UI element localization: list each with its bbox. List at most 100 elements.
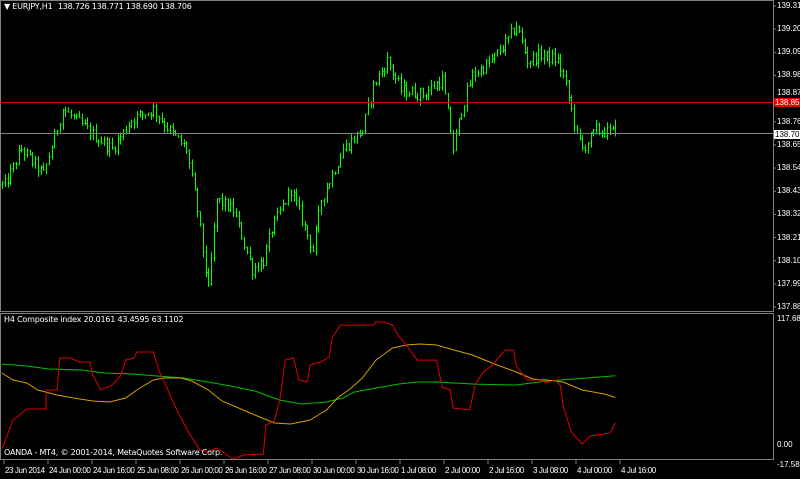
price-bar xyxy=(37,156,40,178)
price-bar xyxy=(254,263,257,279)
price-bar xyxy=(532,50,535,67)
price-bar xyxy=(306,224,309,240)
price-bar xyxy=(265,244,268,267)
price-bar xyxy=(510,23,513,39)
price-bar xyxy=(488,55,491,68)
price-bar xyxy=(194,172,197,191)
time-tick-label: 1 Jul 08:00 xyxy=(401,466,436,475)
alert-line-label: 138.856 xyxy=(774,97,800,107)
price-bar xyxy=(257,261,260,273)
price-bar xyxy=(114,146,117,155)
price-bar xyxy=(279,206,282,215)
price-bar xyxy=(581,134,584,151)
price-bar xyxy=(576,125,579,135)
price-tick-label: 138.980 xyxy=(777,70,800,80)
price-bar xyxy=(199,210,202,227)
price-bar xyxy=(427,85,430,101)
price-bar xyxy=(422,87,425,99)
price-bar xyxy=(590,131,593,148)
price-bar xyxy=(169,124,172,134)
price-bar xyxy=(133,117,136,130)
price-bar xyxy=(67,107,70,113)
indicator-panel-frame xyxy=(0,313,774,460)
price-bar xyxy=(205,245,208,278)
price-bar xyxy=(515,21,518,37)
price-bar xyxy=(507,36,510,44)
price-bar xyxy=(163,118,166,133)
price-bar xyxy=(342,143,345,159)
price-bar xyxy=(587,141,590,154)
price-bar xyxy=(276,207,279,222)
price-bar xyxy=(535,52,538,67)
price-bar xyxy=(345,139,348,152)
price-bar xyxy=(251,257,254,280)
price-bar xyxy=(293,189,296,202)
price-bar xyxy=(521,27,524,44)
price-bar xyxy=(213,222,216,262)
price-bar xyxy=(246,246,249,255)
price-bar xyxy=(290,189,293,202)
price-bar xyxy=(70,109,73,119)
price-panel-frame xyxy=(0,0,774,312)
price-bar xyxy=(262,257,265,270)
price-tick-label: 138.430 xyxy=(777,186,800,196)
price-bar xyxy=(216,198,219,232)
price-bar xyxy=(304,221,307,231)
price-bar xyxy=(273,215,276,236)
price-bar xyxy=(383,67,386,78)
price-bar xyxy=(540,45,543,62)
composite-index-lines xyxy=(1,321,616,460)
time-tick-label: 24 Jun 00:00 xyxy=(49,466,91,475)
ohlc-values: 138.726 138.771 138.690 138.706 xyxy=(57,2,192,11)
price-tick-label: 138.320 xyxy=(777,209,800,219)
price-bar xyxy=(386,51,389,74)
price-bar xyxy=(155,103,158,123)
price-bar xyxy=(320,199,323,215)
composite-green-line xyxy=(1,363,616,405)
price-bar xyxy=(337,165,340,175)
price-bar xyxy=(34,155,37,169)
price-bar xyxy=(183,139,186,148)
price-bar xyxy=(106,136,109,156)
price-bar xyxy=(268,228,271,252)
price-tick-label: 138.100 xyxy=(777,255,800,265)
price-bar xyxy=(78,111,81,119)
price-bar xyxy=(570,94,573,112)
price-bar xyxy=(119,132,122,145)
price-bar xyxy=(504,33,507,56)
price-bar xyxy=(438,76,441,91)
price-bar xyxy=(191,159,194,177)
price-bar xyxy=(372,80,375,109)
time-tick-label: 2 Jul 00:00 xyxy=(445,466,480,475)
price-bar xyxy=(260,257,263,272)
price-tick-label: 138.760 xyxy=(777,116,800,126)
price-tick-label: 137.880 xyxy=(777,302,800,311)
price-bar xyxy=(29,149,32,156)
price-bar xyxy=(441,70,444,91)
price-bar xyxy=(568,79,571,105)
price-bar xyxy=(147,112,150,116)
price-bar xyxy=(411,86,414,95)
price-bar xyxy=(139,109,142,118)
price-bar xyxy=(573,104,576,133)
time-tick-label: 25 Jun 08:00 xyxy=(137,466,179,475)
collapse-triangle-icon[interactable]: ▼ xyxy=(4,2,10,11)
price-bar xyxy=(180,133,183,146)
price-bar xyxy=(502,44,505,54)
price-bar xyxy=(328,182,331,189)
price-bar xyxy=(551,49,554,65)
price-bar xyxy=(455,128,458,152)
price-bar xyxy=(45,163,48,175)
time-tick-label: 27 Jun 08:00 xyxy=(269,466,311,475)
price-bar xyxy=(62,108,65,130)
price-bar xyxy=(84,119,87,126)
price-tick-label: 138.650 xyxy=(777,139,800,149)
price-tick-label: 137.990 xyxy=(777,278,800,288)
price-bar xyxy=(97,138,100,147)
price-bar xyxy=(579,128,582,141)
price-bar xyxy=(557,53,560,64)
symbol-timeframe: EURJPY,H1 xyxy=(12,2,53,11)
price-bar xyxy=(202,223,205,258)
price-bar xyxy=(408,91,411,97)
